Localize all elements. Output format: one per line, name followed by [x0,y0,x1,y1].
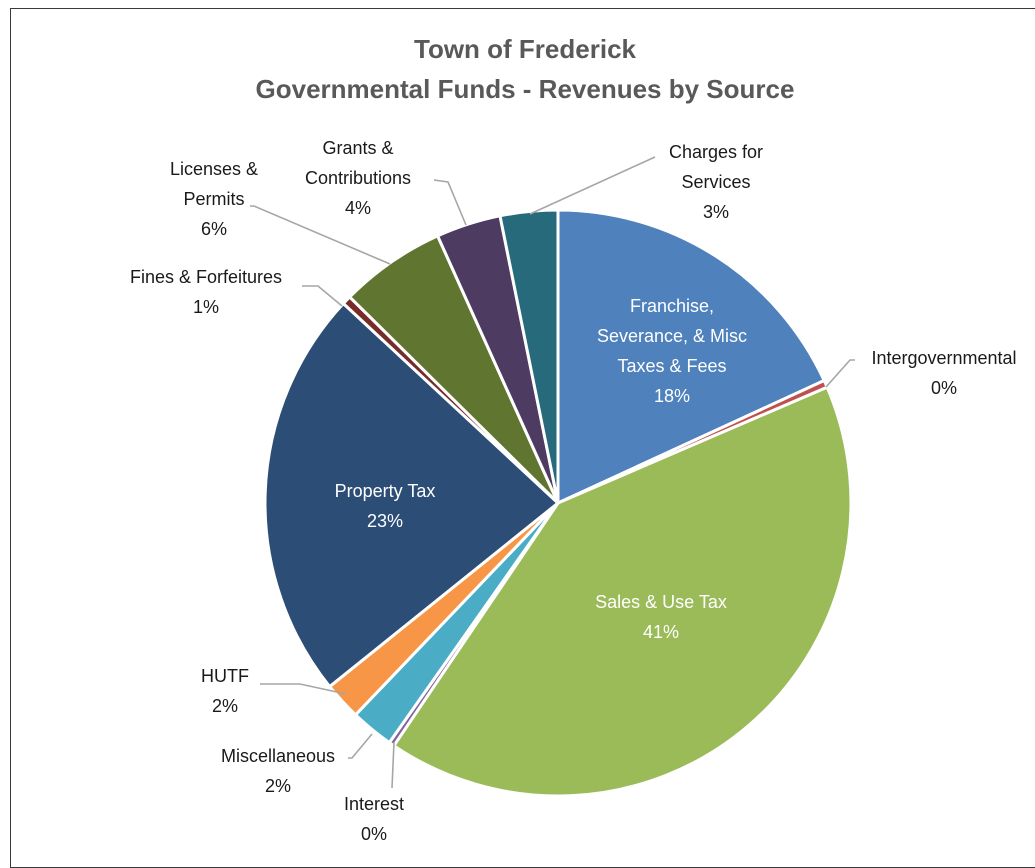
slice-name-label-franchise-severance-and-misc-taxes-and-fees: Franchise, [630,296,714,316]
slice-franchise-severance-and-misc-taxes-and-fees [556,208,827,506]
slice-pct-label-miscellaneous: 2% [265,776,291,796]
slice-charges-for-services [498,208,560,504]
leader-line-interest [391,741,395,789]
slice-pct-label-licenses-and-permits: 6% [201,219,227,239]
leader-line-miscellaneous [348,733,373,759]
slice-name-label-charges-for-services: Services [681,172,750,192]
slice-pct-label-property-tax: 23% [367,511,403,531]
slice-name-label-licenses-and-permits: Permits [183,189,244,209]
slice-name-label-grants-and-contributions: Contributions [305,168,411,188]
chart-subtitle: Governmental Funds - Revenues by Source [256,74,795,104]
slice-name-label-licenses-and-permits: Licenses & [170,159,258,179]
slice-pct-label-intergovernmental: 0% [931,378,957,398]
slice-pct-label-interest: 0% [361,824,387,844]
leader-line-charges-for-services [529,156,656,215]
slice-name-label-hutf: HUTF [201,666,249,686]
slice-name-label-grants-and-contributions: Grants & [322,138,393,158]
slice-pct-label-charges-for-services: 3% [703,202,729,222]
slice-name-label-intergovernmental: Intergovernmental [871,348,1016,368]
slice-pct-label-fines-and-forfeitures: 1% [193,297,219,317]
slice-name-label-franchise-severance-and-misc-taxes-and-fees: Severance, & Misc [597,326,747,346]
leader-line-fines-and-forfeitures [302,285,343,307]
slice-labels: Franchise, Severance, & Misc Taxes & Fees 1… [130,138,1017,844]
slice-pct-label-hutf: 2% [212,696,238,716]
slice-name-label-fines-and-forfeitures: Fines & Forfeitures [130,267,282,287]
leader-lines [250,156,855,789]
chart-title: Town of Frederick [414,34,637,64]
slice-name-label-property-tax: Property Tax [335,481,436,501]
slice-pct-label-franchise-severance-and-misc-taxes-and-fees: 18% [654,386,690,406]
leader-line-licenses-and-permits [250,205,391,265]
slice-name-label-interest: Interest [344,794,404,814]
leader-line-grants-and-contributions [433,179,467,226]
slice-pct-label-sales-and-use-tax: 41% [643,622,679,642]
slice-name-label-sales-and-use-tax: Sales & Use Tax [595,592,727,612]
slice-name-label-miscellaneous: Miscellaneous [221,746,335,766]
slice-name-label-franchise-severance-and-misc-taxes-and-fees: Taxes & Fees [617,356,726,376]
leader-line-intergovernmental [825,359,855,388]
pie-slices [263,208,853,798]
slice-property-tax [263,301,561,689]
slice-sales-and-use-tax [391,385,853,798]
slice-name-label-charges-for-services: Charges for [669,142,763,162]
leader-line-hutf [260,683,347,695]
slice-pct-label-grants-and-contributions: 4% [345,198,371,218]
